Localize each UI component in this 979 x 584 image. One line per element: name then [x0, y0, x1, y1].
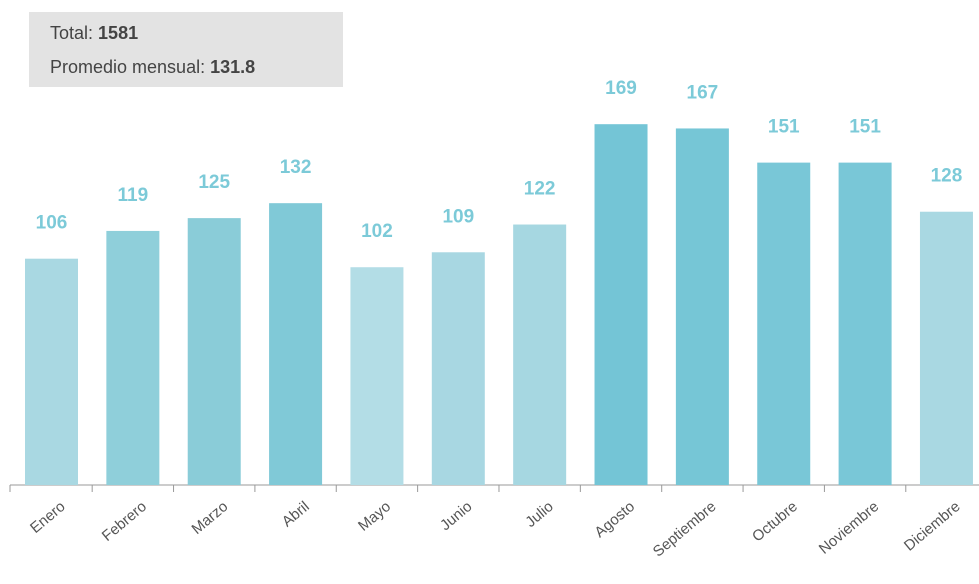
bar	[675, 128, 729, 485]
bar	[269, 203, 323, 485]
value-label: 125	[198, 172, 230, 193]
value-label: 106	[36, 213, 68, 234]
value-label: 128	[931, 166, 963, 187]
bar	[838, 162, 892, 486]
x-tick-label: Septiembre	[650, 498, 720, 560]
total-line: Total: 1581	[50, 23, 138, 43]
value-label: 132	[280, 157, 312, 178]
bar	[187, 218, 241, 485]
x-tick-label: Agosto	[591, 498, 638, 541]
bar	[594, 124, 648, 485]
x-tick-label: Marzo	[188, 498, 231, 538]
value-label: 167	[687, 82, 719, 103]
bar	[919, 211, 973, 485]
value-label: 169	[605, 78, 637, 99]
value-label: 102	[361, 221, 393, 242]
average-label: Promedio mensual:	[50, 57, 205, 77]
x-tick-label: Diciembre	[901, 498, 964, 554]
x-tick-label: Noviembre	[816, 498, 882, 558]
x-tick-label: Octubre	[749, 498, 801, 545]
x-tick-label: Mayo	[355, 498, 394, 535]
summary-box	[29, 12, 343, 87]
total-label: Total:	[50, 23, 93, 43]
average-line: Promedio mensual: 131.8	[50, 57, 255, 77]
total-value: 1581	[98, 23, 138, 43]
value-label: 122	[524, 179, 556, 200]
bar	[25, 258, 78, 485]
value-label: 151	[768, 117, 800, 138]
value-label: 151	[849, 117, 881, 138]
x-tick-label: Enero	[27, 498, 69, 537]
bar	[106, 230, 160, 485]
bar	[350, 267, 404, 485]
bar	[513, 224, 567, 485]
x-tick-label: Abril	[279, 498, 313, 530]
x-tick-label: Julio	[522, 498, 557, 531]
bar	[431, 252, 485, 485]
value-label: 119	[118, 185, 149, 206]
x-tick-label: Junio	[437, 498, 475, 534]
value-label: 109	[442, 206, 474, 227]
x-tick-label: Febrero	[99, 498, 150, 545]
bar	[757, 162, 811, 486]
average-value: 131.8	[210, 57, 255, 77]
